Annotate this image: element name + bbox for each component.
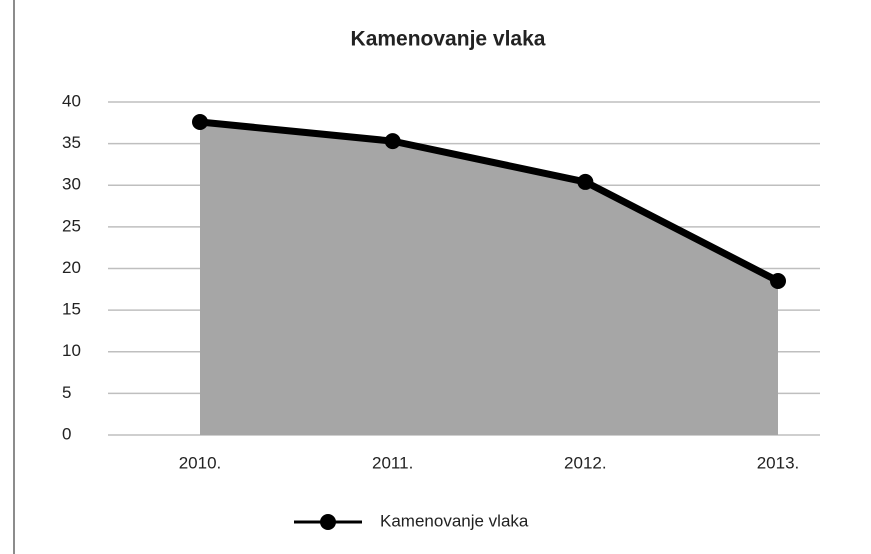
- line: [199, 118, 780, 285]
- legend-marker: [320, 514, 336, 530]
- y-tick-label: 35: [62, 133, 81, 152]
- y-tick-label: 10: [62, 341, 81, 360]
- y-tick-label: 0: [62, 424, 71, 443]
- y-tick-label: 40: [62, 91, 81, 110]
- y-tick-label: 20: [62, 258, 81, 277]
- area: [200, 121, 778, 435]
- marker: [577, 173, 594, 190]
- x-tick-label: 2011.: [372, 453, 413, 472]
- marker: [192, 113, 208, 130]
- x-tick-label: 2012.: [564, 453, 607, 472]
- y-tick-label: 5: [62, 383, 71, 402]
- chart-title: Kamenovanje vlaka: [351, 28, 546, 51]
- x-tick-label: 2010.: [179, 453, 222, 472]
- y-tick-label: 30: [62, 175, 81, 194]
- x-tick-label: 2013.: [757, 453, 800, 472]
- marker: [384, 133, 401, 150]
- y-tick-label: 25: [62, 216, 81, 235]
- y-tick-label: 15: [62, 300, 81, 319]
- legend-label: Kamenovanje vlaka: [380, 511, 529, 530]
- marker: [770, 272, 786, 289]
